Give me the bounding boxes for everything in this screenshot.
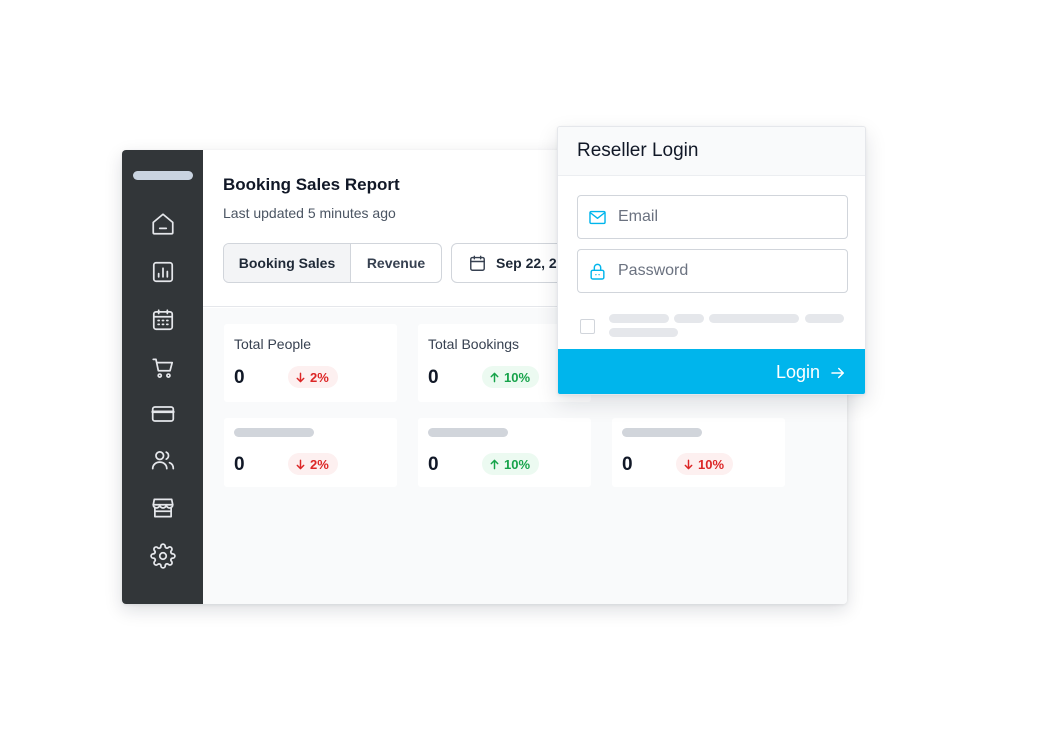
login-header: Reseller Login — [558, 127, 865, 176]
lock-icon — [590, 263, 605, 280]
sidebar-logo-placeholder — [133, 171, 193, 180]
arrow-down-icon — [296, 372, 305, 382]
stat-card: 0 10% — [418, 418, 591, 487]
stat-card-total-people: Total People 0 2% — [224, 324, 397, 402]
email-input[interactable] — [618, 208, 838, 226]
gear-icon[interactable] — [150, 543, 176, 569]
change-badge: 10% — [676, 453, 734, 475]
remember-checkbox[interactable] — [580, 319, 595, 334]
report-type-toggle: Booking Sales Revenue — [223, 243, 442, 283]
stat-label: Total Bookings — [428, 336, 520, 352]
date-range-label: Sep 22, 2 — [496, 255, 557, 271]
change-badge: 10% — [482, 453, 540, 475]
calendar-icon — [470, 255, 485, 271]
tab-revenue[interactable]: Revenue — [366, 255, 426, 271]
label-placeholder — [234, 428, 314, 437]
stat-value: 0 — [234, 454, 245, 475]
stat-value: 0 — [428, 454, 439, 475]
text-placeholder — [805, 314, 844, 323]
text-placeholder — [709, 314, 799, 323]
stat-value: 0 — [428, 367, 439, 388]
text-placeholder — [674, 314, 704, 323]
stat-value: 0 — [622, 454, 633, 475]
stat-value: 0 — [234, 367, 245, 388]
login-button[interactable]: Login — [558, 349, 865, 394]
email-field[interactable] — [577, 195, 848, 239]
cart-icon[interactable] — [150, 355, 176, 381]
home-icon[interactable] — [150, 211, 176, 237]
label-placeholder — [428, 428, 508, 437]
change-value: 10% — [698, 456, 725, 472]
change-value: 2% — [310, 369, 329, 385]
change-value: 2% — [310, 456, 329, 472]
change-value: 10% — [504, 456, 531, 472]
reseller-login-panel: Reseller Login Login — [557, 126, 866, 395]
users-icon[interactable] — [150, 447, 176, 473]
password-field[interactable] — [577, 249, 848, 293]
stat-card: 0 2% — [224, 418, 397, 487]
arrow-down-icon — [296, 459, 305, 469]
page-title: Booking Sales Report — [223, 175, 400, 194]
stat-label: Total People — [234, 336, 312, 352]
calendar-icon[interactable] — [150, 307, 176, 333]
password-input[interactable] — [618, 262, 838, 280]
change-value: 10% — [504, 369, 531, 385]
label-placeholder — [622, 428, 702, 437]
arrow-up-icon — [490, 372, 499, 382]
stats-area: Total People 0 2% Total Bookings 0 10% — [203, 308, 847, 604]
change-badge: 2% — [288, 453, 338, 475]
text-placeholder — [609, 314, 669, 323]
arrow-down-icon — [684, 459, 693, 469]
arrow-up-icon — [490, 459, 499, 469]
sidebar — [122, 150, 203, 604]
store-icon[interactable] — [150, 495, 176, 521]
arrow-right-icon — [831, 367, 844, 378]
login-button-label: Login — [775, 362, 820, 382]
last-updated-text: Last updated 5 minutes ago — [223, 205, 396, 221]
change-badge: 10% — [482, 366, 540, 388]
credit-card-icon[interactable] — [150, 401, 176, 427]
change-badge: 2% — [288, 366, 338, 388]
stat-card: 0 10% — [612, 418, 785, 487]
mail-icon — [589, 210, 606, 224]
tab-booking-sales[interactable]: Booking Sales — [224, 244, 351, 282]
bar-chart-icon[interactable] — [150, 259, 176, 285]
login-title: Reseller Login — [577, 140, 699, 161]
text-placeholder — [609, 328, 678, 337]
